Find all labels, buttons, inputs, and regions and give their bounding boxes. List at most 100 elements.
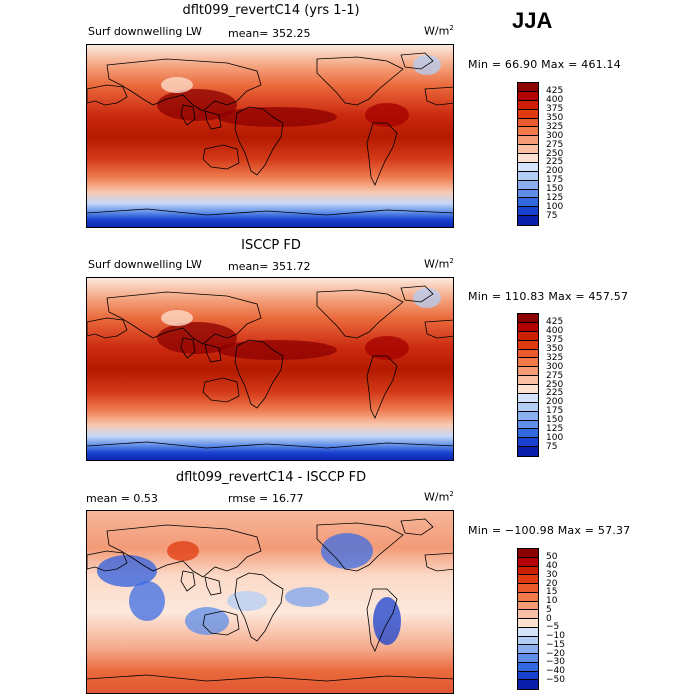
colorbar-swatch	[518, 584, 538, 593]
colorbar-tick-label: 250	[546, 379, 564, 390]
panel-3-map	[86, 510, 454, 694]
colorbar-tick-label: 375	[546, 335, 564, 346]
colorbar-tick-label: −10	[546, 631, 565, 641]
colorbar-tick-label: 20	[546, 578, 558, 589]
colorbar-swatch	[518, 557, 538, 567]
colorbar-tick-label: 125	[546, 423, 564, 434]
panel-2-mean-label: mean=	[228, 260, 269, 273]
colorbar-tick-label: 200	[546, 166, 564, 177]
colorbar-swatch	[518, 385, 538, 394]
colorbar-tick-label: −5	[546, 622, 560, 633]
panel-3-rmse-label: rmse =	[228, 492, 269, 505]
colorbar-swatch	[518, 145, 538, 154]
colorbar-tick-label: 250	[546, 148, 564, 159]
panel-2-units: W/m2	[424, 257, 454, 271]
colorbar-tick-label: 275	[546, 370, 564, 381]
colorbar-tick-label: −50	[546, 674, 565, 685]
colorbar-swatch	[518, 367, 538, 377]
colorbar-swatch	[518, 566, 538, 576]
colorbar-tick-label: 50	[546, 552, 558, 563]
panel-2-variable-label: Surf downwelling LW	[88, 258, 202, 271]
colorbar-tick-label: 300	[546, 130, 564, 141]
colorbar-tick-label: 175	[546, 175, 564, 186]
panel-3-rmse-value: 16.77	[272, 492, 304, 505]
colorbar-tick-label: 225	[546, 157, 564, 168]
colorbar-tick-label: 425	[546, 317, 564, 328]
colorbar-tick-label: 225	[546, 388, 564, 399]
colorbar-tick-label: 40	[546, 561, 558, 571]
colorbar-tick-label: 75	[546, 441, 558, 452]
colorbar-swatch	[518, 636, 538, 646]
colorbar-swatch	[518, 680, 538, 689]
colorbar-tick-label: 400	[546, 95, 564, 106]
colorbar-tick-label: 325	[546, 352, 564, 363]
colorbar-tick-label: 400	[546, 326, 564, 337]
panel-2-title: ISCCP FD	[241, 238, 301, 253]
colorbar-tick-label: 200	[546, 397, 564, 408]
panel-1-colorbar	[517, 82, 539, 226]
panel-1-mean-label: mean=	[228, 27, 269, 40]
panel-2-map	[86, 277, 454, 461]
panel-2-colorbar	[517, 313, 539, 457]
colorbar-tick-label: 15	[546, 587, 558, 598]
colorbar-swatch	[518, 358, 538, 368]
colorbar-tick-label: 425	[546, 86, 564, 97]
panel-3-units: W/m2	[424, 490, 454, 504]
season-label: JJA	[512, 8, 553, 33]
colorbar-tick-label: 5	[546, 604, 552, 615]
colorbar-swatch	[518, 349, 538, 359]
colorbar-tick-label: −30	[546, 657, 565, 668]
panel-3-colorbar	[517, 548, 539, 690]
panel-1-minmax: Min = 66.90 Max = 461.14	[468, 58, 621, 71]
colorbar-tick-label: 275	[546, 139, 564, 150]
colorbar-swatch	[518, 171, 538, 181]
colorbar-swatch	[518, 420, 538, 430]
colorbar-tick-label: 150	[546, 184, 564, 194]
colorbar-swatch	[518, 109, 538, 119]
panel-2-mean-value: 351.72	[272, 260, 311, 273]
colorbar-tick-label: 300	[546, 361, 564, 372]
colorbar-swatch	[518, 91, 538, 101]
colorbar-swatch	[518, 575, 538, 584]
panel-1-variable-label: Surf downwelling LW	[88, 25, 202, 38]
colorbar-swatch	[518, 322, 538, 332]
colorbar-swatch	[518, 189, 538, 199]
colorbar-tick-label: 325	[546, 121, 564, 132]
colorbar-swatch	[518, 207, 538, 217]
colorbar-tick-label: 30	[546, 569, 558, 580]
colorbar-swatch	[518, 180, 538, 190]
colorbar-swatch	[518, 671, 538, 681]
colorbar-swatch	[518, 83, 538, 92]
panel-2-minmax: Min = 110.83 Max = 457.57	[468, 290, 629, 303]
colorbar-tick-label: 175	[546, 406, 564, 417]
colorbar-tick-label: 100	[546, 432, 564, 443]
panel-1-title: dflt099_revertC14 (yrs 1-1)	[182, 3, 360, 18]
colorbar-swatch	[518, 314, 538, 323]
colorbar-swatch	[518, 447, 538, 456]
colorbar-swatch	[518, 331, 538, 341]
colorbar-tick-label: −15	[546, 639, 565, 650]
colorbar-swatch	[518, 118, 538, 128]
colorbar-swatch	[518, 136, 538, 146]
panel-1-map	[86, 44, 454, 228]
colorbar-tick-label: 375	[546, 104, 564, 115]
colorbar-swatch	[518, 402, 538, 412]
colorbar-swatch	[518, 662, 538, 672]
colorbar-swatch	[518, 627, 538, 637]
panel-3-mean-stat: mean = 0.53	[86, 492, 158, 505]
colorbar-swatch	[518, 645, 538, 654]
colorbar-swatch	[518, 549, 538, 558]
colorbar-tick-label: 350	[546, 113, 564, 123]
colorbar-swatch	[518, 654, 538, 663]
colorbar-swatch	[518, 340, 538, 350]
colorbar-swatch	[518, 216, 538, 225]
colorbar-swatch	[518, 393, 538, 403]
colorbar-tick-label: 350	[546, 344, 564, 354]
colorbar-tick-label: 0	[546, 613, 552, 624]
colorbar-swatch	[518, 601, 538, 611]
colorbar-swatch	[518, 429, 538, 439]
colorbar-swatch	[518, 127, 538, 137]
colorbar-swatch	[518, 100, 538, 110]
colorbar-tick-label: 75	[546, 210, 558, 221]
panel-1-mean-value: 352.25	[272, 27, 311, 40]
